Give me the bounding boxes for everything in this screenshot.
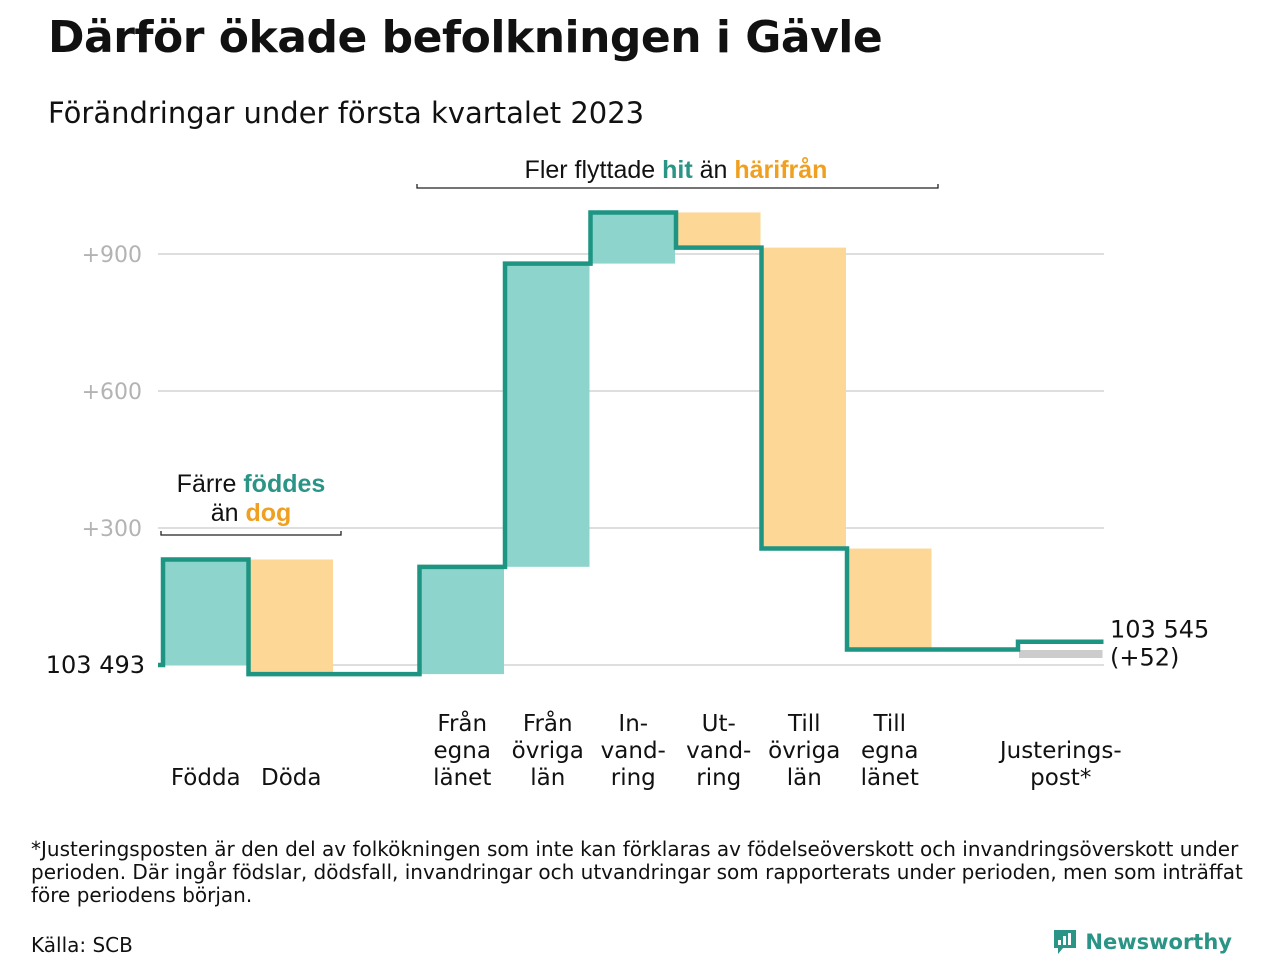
y-tick-label: +900: [82, 243, 142, 268]
category-label: övriga: [512, 738, 584, 764]
category-label: övriga: [768, 738, 840, 764]
bracket-births-deaths: [160, 531, 342, 536]
increase-bar: [591, 212, 675, 264]
annotation-births-deaths: Färre föddes: [177, 470, 326, 498]
start-value-label: 103 493: [46, 651, 145, 679]
category-label: Födda: [171, 765, 241, 791]
category-label: ring: [611, 765, 656, 791]
y-tick-label: +300: [82, 517, 142, 542]
category-label: Ut-: [702, 711, 736, 737]
decrease-bar: [762, 247, 846, 549]
end-value-label: 103 545: [1110, 616, 1209, 644]
category-label: Till: [872, 711, 906, 737]
annotation-part: Färre: [177, 470, 244, 498]
category-label: län: [530, 765, 565, 791]
annotation-part: härifrån: [734, 156, 827, 184]
chart-subtitle: Förändringar under första kvartalet 2023: [48, 96, 645, 130]
annotation-part: Fler flyttade: [525, 156, 663, 184]
category-label: Från: [523, 709, 573, 737]
bracket-migration: [416, 184, 939, 189]
decrease-bar: [848, 548, 932, 650]
annotation-part: hit: [662, 156, 693, 184]
source-note: Källa: SCB: [31, 933, 133, 957]
increase-bar: [420, 566, 504, 675]
annotation-part: än: [693, 156, 735, 184]
brand-name: Newsworthy: [1085, 930, 1232, 954]
annotation-part: än: [211, 499, 246, 527]
newsworthy-logo-icon: [1054, 930, 1077, 954]
category-label: länet: [861, 765, 919, 791]
category-label: Till: [787, 711, 821, 737]
annotation-migration: Fler flyttade hit än härifrån: [525, 156, 828, 184]
adjustment-bar: [1019, 650, 1103, 658]
brand[interactable]: Newsworthy: [1052, 928, 1232, 956]
category-label: egna: [861, 738, 918, 764]
category-label: Döda: [261, 765, 321, 791]
category-label: egna: [434, 738, 491, 764]
category-label: Från: [437, 709, 487, 737]
y-tick-label: +600: [82, 380, 142, 405]
category-label: vand-: [601, 738, 666, 764]
end-change-label: (+52): [1110, 644, 1179, 672]
decrease-bar: [249, 559, 333, 675]
category-label: In-: [618, 711, 648, 737]
category-label: ring: [696, 765, 741, 791]
category-label: vand-: [686, 738, 751, 764]
running-total-line: [158, 210, 1104, 677]
increase-bar: [164, 559, 248, 665]
category-label: län: [787, 765, 822, 791]
annotation-part: föddes: [243, 470, 325, 498]
annotation-part: dog: [245, 499, 291, 527]
category-label: länet: [433, 765, 491, 791]
decrease-bar: [677, 212, 761, 248]
annotation-births-deaths-line2: än dog: [211, 499, 292, 527]
footnote: *Justeringsposten är den del av folkökni…: [31, 837, 1243, 907]
chart-title: Därför ökade befolkningen i Gävle: [48, 12, 883, 63]
category-label: Justerings-: [998, 738, 1122, 764]
increase-bar: [506, 263, 590, 567]
category-label: post*: [1030, 765, 1091, 791]
